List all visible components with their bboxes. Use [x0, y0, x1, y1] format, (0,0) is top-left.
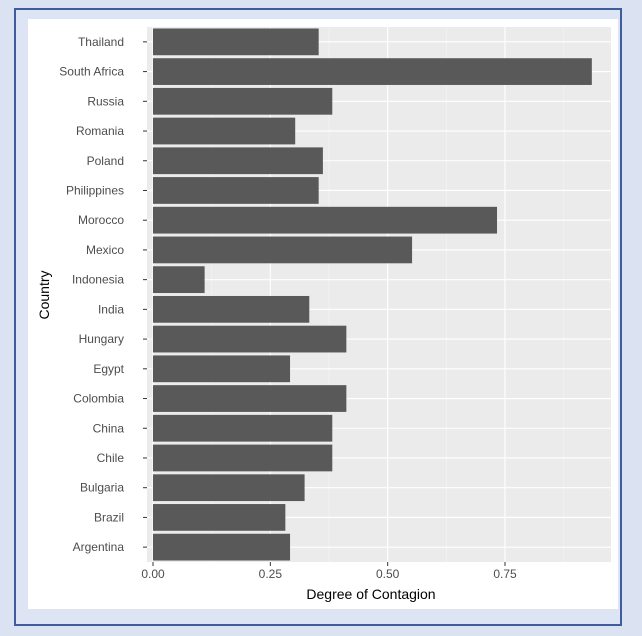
x-tick-label: 0.50 — [376, 567, 400, 581]
bar — [153, 266, 205, 294]
bar — [153, 87, 333, 115]
y-tick-label: Hungary — [79, 332, 124, 346]
bars — [153, 28, 592, 561]
y-tick-label: Chile — [97, 451, 125, 465]
bar — [153, 414, 333, 442]
y-tick-label: Colombia — [73, 392, 124, 406]
y-tick-label: China — [93, 421, 125, 435]
y-tick-label: Brazil — [94, 510, 124, 524]
x-tick-label: 0.00 — [141, 567, 165, 581]
bar — [153, 474, 305, 502]
bar — [153, 236, 413, 264]
y-tick-label: Romania — [76, 124, 124, 138]
x-axis-ticks: 0.00 0.25 0.50 0.75 — [141, 562, 517, 581]
bar — [153, 325, 347, 353]
y-tick-label: Thailand — [78, 35, 124, 49]
y-tick-label: Bulgaria — [80, 481, 124, 495]
bar — [153, 147, 323, 175]
bar — [153, 295, 310, 323]
y-tick-label: Poland — [87, 154, 124, 168]
y-tick-label: Russia — [87, 94, 124, 108]
x-tick-label: 0.25 — [259, 567, 283, 581]
y-tick-label: Morocco — [78, 213, 124, 227]
y-axis-title: Country — [36, 270, 52, 319]
y-tick-label: India — [98, 302, 124, 316]
bar — [153, 28, 319, 56]
y-tick-label: South Africa — [59, 65, 124, 79]
y-tick-label: Mexico — [86, 243, 124, 257]
bar — [153, 385, 347, 412]
x-axis-title: Degree of Contagion — [306, 586, 435, 602]
bar — [153, 117, 296, 145]
plot-panel — [147, 27, 611, 562]
y-tick-label: Philippines — [66, 183, 124, 197]
y-tick-label: Indonesia — [72, 273, 124, 287]
bar — [153, 444, 333, 472]
y-tick-label: Egypt — [93, 362, 124, 376]
bar — [153, 206, 498, 234]
y-axis-ticks: Thailand South Africa Russia Romania Poland P… — [59, 35, 147, 554]
y-tick-label: Argentina — [73, 540, 125, 554]
x-tick-label: 0.75 — [493, 567, 517, 581]
bar — [153, 355, 291, 383]
bar — [153, 533, 291, 561]
bar — [153, 504, 286, 531]
bar — [153, 58, 592, 85]
bar — [153, 177, 319, 204]
